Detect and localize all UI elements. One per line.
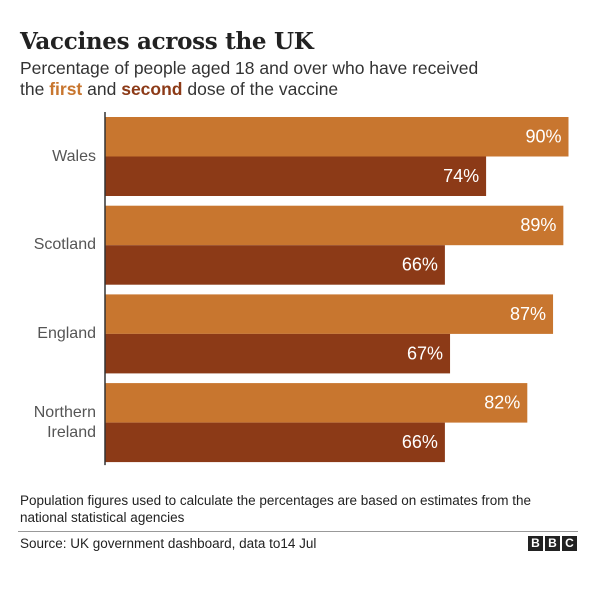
footnote: Population figures used to calculate the… [20, 493, 532, 525]
category-label: Scotland [33, 236, 96, 254]
logo: B B C [528, 536, 577, 551]
subtitle-text: Percentage of people aged 18 and over wh… [20, 58, 479, 78]
bar [105, 294, 554, 334]
bar [105, 383, 528, 423]
value-label: 74% [443, 166, 479, 186]
bar [105, 422, 445, 463]
bar [105, 333, 451, 374]
value-label: 82% [484, 393, 520, 413]
divider [18, 531, 578, 532]
value-label: 66% [402, 255, 438, 275]
category-label: England [37, 324, 96, 342]
bar [105, 245, 445, 285]
bar [105, 205, 564, 246]
value-label: 87% [510, 304, 546, 324]
legend-entry: second [121, 79, 183, 99]
source: Source: UK government dashboard, data to… [20, 536, 317, 551]
subtitle-text: the [20, 79, 45, 99]
bar [105, 156, 487, 196]
logo-letter: B [528, 536, 543, 551]
value-label: 67% [407, 343, 443, 363]
value-label: 90% [525, 127, 561, 147]
subtitle-text: and [87, 79, 117, 99]
legend-entry: first [49, 79, 83, 99]
bar [105, 117, 569, 157]
category-label: Northern Ireland [33, 403, 96, 441]
category-label: Wales [52, 147, 96, 165]
logo-letter: B [545, 536, 560, 551]
chart-title: Vaccines across the UK [20, 28, 314, 55]
chart-subtitle: Percentage of people aged 18 and over wh… [20, 58, 478, 100]
logo-letter: C [562, 536, 577, 551]
value-label: 66% [402, 432, 438, 452]
value-label: 89% [520, 215, 556, 235]
subtitle-text: dose of the vaccine [187, 79, 339, 99]
